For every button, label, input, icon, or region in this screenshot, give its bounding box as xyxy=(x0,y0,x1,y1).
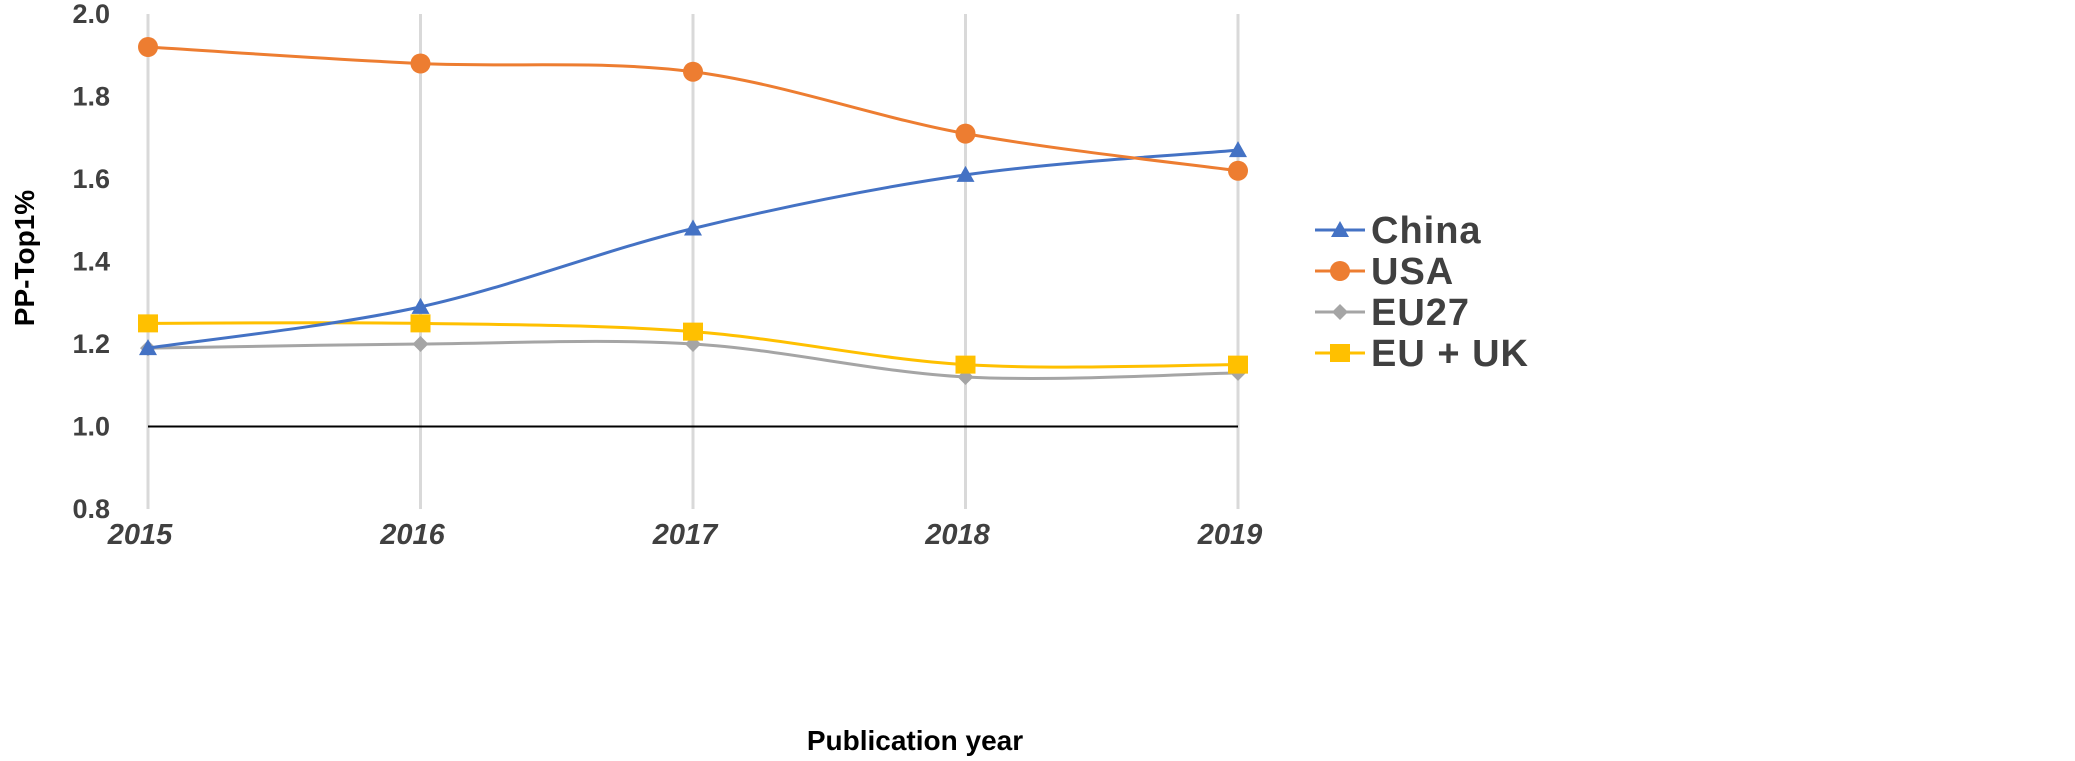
x-tick-label: 2015 xyxy=(107,519,173,551)
data-point-usa-2018 xyxy=(955,123,976,144)
data-point-china-2018 xyxy=(956,165,975,182)
vertical-gridlines xyxy=(146,14,1240,509)
legend-marker-eu27 xyxy=(1332,304,1348,320)
y-tick-label: 1.4 xyxy=(72,247,110,277)
x-tick-label: 2017 xyxy=(652,519,719,551)
legend-item-usa: USA xyxy=(1315,251,1454,293)
y-tick-label: 1.6 xyxy=(72,164,110,194)
legend-marker-china xyxy=(1331,221,1349,237)
y-axis-title: PP-Top1% xyxy=(9,190,40,326)
series-layer xyxy=(138,37,1248,385)
x-tick-label: 2018 xyxy=(924,519,990,551)
data-point-eu27-2016 xyxy=(412,336,429,352)
y-tick-label: 1.0 xyxy=(72,412,110,442)
data-point-china-2016 xyxy=(411,297,430,314)
series-china xyxy=(139,141,1247,356)
data-point-usa-2019 xyxy=(1228,160,1248,181)
legend-label-china: China xyxy=(1371,210,1482,252)
data-point-eu-uk-2016 xyxy=(410,314,431,333)
y-tick-label: 1.8 xyxy=(72,82,110,112)
x-axis-title: Publication year xyxy=(807,725,1023,756)
data-point-usa-2016 xyxy=(410,53,431,74)
data-point-eu-uk-2019 xyxy=(1228,355,1248,374)
data-point-china-2019 xyxy=(1229,141,1247,158)
data-point-usa-2017 xyxy=(683,61,703,82)
data-point-china-2017 xyxy=(684,219,702,236)
x-tick-label: 2019 xyxy=(1197,519,1263,551)
data-point-eu-uk-2015 xyxy=(138,314,158,333)
data-point-eu-uk-2018 xyxy=(955,355,976,374)
legend-item-eu27: EU27 xyxy=(1315,292,1470,334)
legend-item-china: China xyxy=(1315,210,1482,252)
legend-item-eu-uk: EU + UK xyxy=(1315,333,1529,375)
y-tick-label: 0.8 xyxy=(72,494,110,524)
x-axis-ticks: 2015 2016 2017 2018 2019 xyxy=(107,519,1263,551)
legend-label-eu27: EU27 xyxy=(1371,292,1470,334)
x-tick-label: 2016 xyxy=(379,519,445,551)
data-point-china-2015 xyxy=(139,339,157,356)
legend-marker-eu-uk xyxy=(1330,344,1350,362)
y-tick-label: 1.2 xyxy=(72,329,110,359)
legend-marker-usa xyxy=(1330,261,1350,281)
legend-label-eu-uk: EU + UK xyxy=(1371,333,1529,375)
series-usa xyxy=(138,37,1248,181)
legend-label-usa: USA xyxy=(1371,251,1454,293)
data-point-eu-uk-2017 xyxy=(683,322,703,341)
y-axis-ticks: 0.8 1.0 1.2 1.4 1.6 1.8 2.0 xyxy=(72,0,110,524)
data-point-usa-2015 xyxy=(138,37,158,57)
y-tick-label: 2.0 xyxy=(72,0,110,29)
